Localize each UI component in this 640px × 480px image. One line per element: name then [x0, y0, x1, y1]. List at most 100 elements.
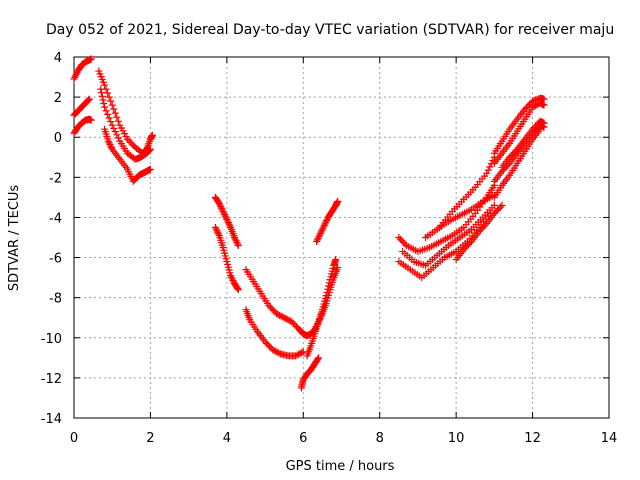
data-point [264, 341, 272, 349]
data-point [313, 236, 321, 244]
data-point [215, 199, 223, 207]
series-arc-b2 [97, 85, 154, 163]
series-arc-g5 [490, 125, 544, 201]
y-tick-label: 4 [54, 51, 62, 66]
data-point [334, 264, 342, 272]
data-point [110, 105, 118, 113]
series-arc-g2 [490, 99, 548, 167]
series-arc-a1 [70, 55, 95, 83]
data-point [318, 226, 326, 234]
data-point [234, 240, 242, 248]
data-point [500, 166, 508, 174]
data-point [492, 208, 500, 216]
data-point [493, 206, 501, 214]
data-point [496, 203, 504, 211]
data-point [275, 349, 283, 357]
data-point [274, 311, 282, 319]
data-point [288, 318, 296, 326]
data-point [272, 347, 280, 355]
data-point [529, 103, 537, 111]
data-point [87, 116, 95, 124]
data-point [395, 234, 403, 241]
x-tick-label: 0 [70, 431, 78, 446]
data-point [87, 55, 95, 63]
data-point [114, 117, 122, 125]
data-point [396, 235, 404, 243]
data-point [283, 315, 291, 323]
y-tick-label: -4 [49, 211, 62, 226]
data-point [312, 324, 320, 332]
data-point [322, 218, 330, 226]
data-point [125, 137, 133, 145]
x-tick-label: 12 [524, 431, 541, 446]
series-arc-b3 [101, 125, 154, 185]
data-point [105, 114, 113, 122]
data-point [490, 209, 498, 217]
data-point [313, 321, 321, 329]
data-point [225, 220, 233, 228]
data-point [536, 125, 544, 133]
data-point [269, 346, 277, 354]
data-point [85, 96, 93, 104]
data-point [323, 217, 331, 225]
data-point [124, 135, 131, 143]
data-marks [70, 55, 548, 392]
data-point [504, 161, 512, 169]
data-point [108, 121, 116, 129]
data-point [224, 219, 232, 227]
data-point [97, 85, 105, 93]
data-point [315, 316, 323, 324]
data-point [70, 75, 78, 83]
data-point [314, 319, 322, 327]
data-point [234, 284, 242, 292]
data-point [475, 227, 483, 235]
y-tick-label: 0 [54, 131, 62, 146]
data-point [483, 169, 491, 177]
data-point [217, 203, 225, 211]
data-point [463, 242, 471, 250]
data-point [273, 310, 281, 318]
y-tick-label: -10 [41, 332, 62, 347]
data-point [334, 197, 342, 205]
series-arc-f6 [437, 153, 498, 229]
data-point [269, 307, 277, 315]
data-point [277, 312, 285, 320]
data-point [495, 205, 503, 213]
data-point [127, 138, 135, 146]
data-point [219, 207, 227, 215]
data-point [104, 137, 112, 145]
data-point [231, 234, 238, 241]
data-point [214, 228, 222, 236]
data-point [296, 349, 304, 357]
series-arc-f4 [422, 191, 498, 241]
data-point [146, 145, 154, 153]
data-point [211, 223, 219, 231]
series-arc-d2 [242, 306, 307, 360]
data-point [261, 338, 269, 346]
data-point [480, 223, 488, 231]
y-tick-labels: -14 -12 -10 -8 -6 -4 -2 0 2 4 [41, 51, 62, 427]
data-point [293, 351, 301, 359]
data-point [521, 105, 529, 113]
data-point [313, 238, 321, 246]
data-point [311, 326, 319, 334]
series-arc-e1 [297, 354, 323, 392]
y-tick-label: -14 [41, 412, 62, 427]
x-axis-label: GPS time / hours [286, 459, 395, 474]
data-point [291, 321, 299, 329]
data-point [220, 209, 228, 217]
data-point [315, 318, 323, 326]
data-point [227, 272, 235, 280]
x-tick-label: 10 [448, 431, 465, 446]
data-point [540, 123, 548, 131]
data-point [229, 276, 237, 284]
data-point [216, 201, 224, 209]
data-point [104, 89, 112, 97]
x-tick-label: 2 [146, 431, 154, 446]
data-point [484, 166, 492, 174]
data-point [315, 233, 323, 241]
data-point [289, 319, 297, 327]
data-point [98, 89, 106, 97]
data-point [481, 221, 489, 229]
